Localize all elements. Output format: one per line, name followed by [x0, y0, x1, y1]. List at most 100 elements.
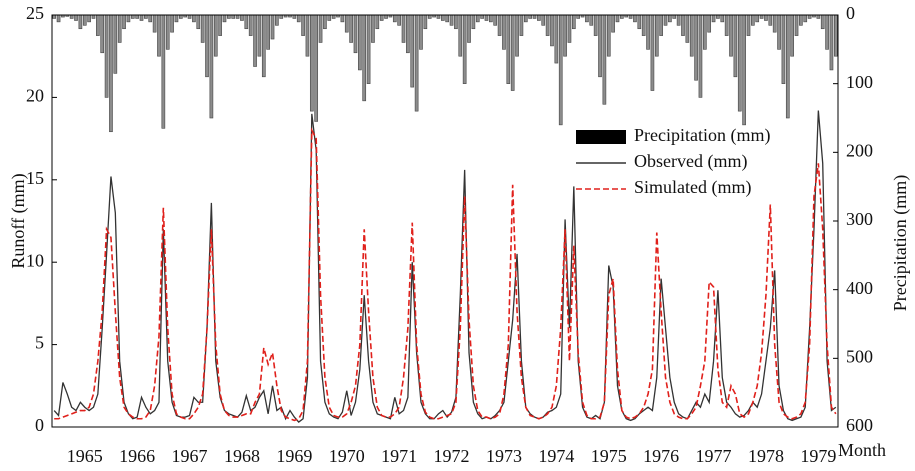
precipitation-bar	[209, 14, 214, 119]
precipitation-bar	[803, 14, 808, 23]
precipitation-bar	[165, 14, 170, 50]
precipitation-bar	[344, 14, 349, 33]
precipitation-bar	[720, 14, 725, 23]
precipitation-bar	[296, 14, 301, 23]
precipitation-bar	[445, 14, 450, 23]
x-tick-label: 1978	[748, 446, 784, 466]
precipitation-bar	[650, 14, 655, 91]
precipitation-bar	[91, 14, 96, 19]
precipitation-bar	[462, 14, 467, 84]
x-tick-label: 1970	[329, 446, 365, 466]
precipitation-bar	[227, 14, 231, 19]
precipitation-bar	[772, 14, 777, 33]
precipitation-bar	[148, 14, 153, 23]
precipitation-bar	[261, 14, 266, 78]
precipitation-bar	[576, 14, 581, 19]
precipitation-bar	[253, 14, 257, 67]
precipitation-bar	[305, 14, 310, 57]
precipitation-bar	[401, 14, 406, 43]
precipitation-bar	[729, 14, 733, 57]
precipitation-bar	[144, 14, 148, 19]
x-tick-label: 1976	[643, 446, 679, 466]
precipitation-bar	[755, 14, 760, 23]
precipitation-bar	[606, 14, 611, 57]
x-tick-label: 1971	[381, 446, 417, 466]
precipitation-bar	[292, 14, 297, 19]
precipitation-bar	[87, 14, 91, 23]
precipitation-bar	[550, 14, 554, 47]
precipitation-bar	[475, 14, 480, 23]
precipitation-bar	[825, 14, 829, 50]
precipitation-bar	[340, 14, 345, 23]
y-tick-label: 15	[26, 168, 44, 188]
precipitation-bar	[178, 14, 183, 19]
precipitation-bar	[139, 14, 144, 21]
x-tick-label: 1968	[224, 446, 260, 466]
precipitation-bar	[275, 14, 279, 26]
plot-frame	[51, 14, 839, 428]
precipitation-bar	[790, 14, 794, 57]
y2-tick-label: 200	[846, 140, 873, 160]
y-tick-label: 10	[26, 250, 44, 270]
precipitation-bar	[641, 14, 646, 36]
precipitation-bar	[379, 14, 384, 21]
precipitation-bar	[768, 14, 773, 26]
precipitation-bar	[707, 14, 712, 33]
precipitation-bar	[716, 14, 720, 19]
precipitation-bar	[449, 14, 454, 26]
precipitation-bar	[440, 14, 445, 21]
precipitation-bar	[742, 14, 746, 126]
precipitation-bar	[672, 14, 677, 19]
precipitation-bar	[358, 14, 362, 71]
precipitation-bar	[410, 14, 415, 88]
precipitation-bar	[689, 14, 694, 57]
precipitation-bar	[833, 14, 838, 57]
precipitation-bar	[104, 14, 109, 98]
precipitation-bar	[419, 14, 423, 50]
x-tick-label: 1972	[434, 446, 470, 466]
precipitation-bar	[646, 14, 650, 50]
precipitation-bar	[157, 14, 161, 57]
precipitation-bar	[659, 14, 663, 36]
precipitation-bar	[406, 14, 410, 54]
precipitation-bar	[746, 14, 751, 36]
x-tick-label: 1965	[67, 446, 103, 466]
precipitation-bar	[585, 14, 589, 23]
precipitation-bar	[235, 14, 240, 19]
precipitation-bar	[694, 14, 698, 81]
precipitation-bar	[423, 14, 428, 30]
precipitation-bar	[523, 14, 528, 23]
precipitation-bar	[467, 14, 471, 43]
precipitation-bar	[213, 14, 218, 57]
precipitation-bar	[571, 14, 576, 30]
precipitation-bar	[628, 14, 633, 19]
precipitation-bar	[427, 14, 432, 19]
precipitation-bar	[711, 14, 716, 23]
precipitation-bar	[362, 14, 367, 102]
precipitation-bar	[74, 14, 78, 21]
precipitation-bar	[489, 14, 493, 23]
precipitation-bar	[117, 14, 122, 43]
precipitation-bar	[200, 14, 205, 43]
precipitation-bar	[318, 14, 323, 43]
precipitation-bar	[170, 14, 174, 33]
x-tick-label: 1979	[800, 446, 836, 466]
y2-tick-label: 400	[846, 278, 873, 298]
y-tick-label: 0	[35, 415, 44, 435]
precipitation-bar	[122, 14, 126, 30]
precipitation-bar	[323, 14, 327, 30]
precipitation-bar	[820, 14, 825, 30]
observed-line	[53, 110, 837, 423]
precipitation-bar	[785, 14, 790, 119]
precipitation-bar	[82, 14, 87, 26]
precipitation-bar	[668, 14, 672, 23]
precipitation-bar	[611, 14, 615, 33]
precipitation-bar	[349, 14, 353, 43]
x-tick-label: 1966	[119, 446, 155, 466]
precipitation-bar	[161, 14, 166, 129]
x-tick-label: 1967	[172, 446, 208, 466]
precipitation-bar	[397, 14, 401, 26]
precipitation-bar	[279, 14, 284, 19]
precipitation-bar	[109, 14, 113, 133]
